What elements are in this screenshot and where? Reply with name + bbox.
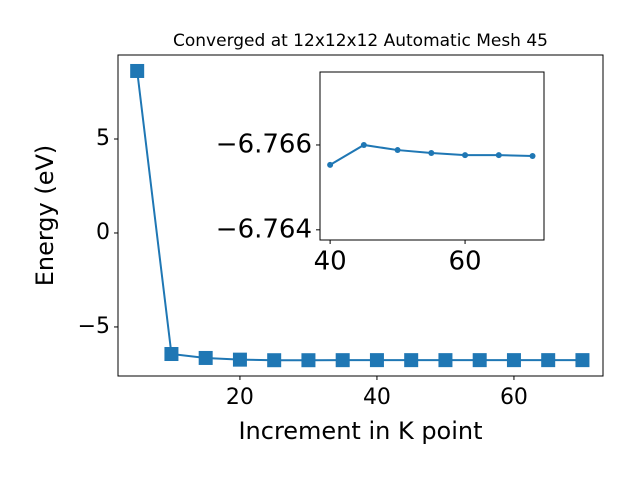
marker [360,141,367,148]
marker [428,150,435,157]
y-tick-label: −5 [78,314,110,339]
marker [438,353,453,368]
y-tick-label: 5 [96,126,110,151]
marker [404,353,419,368]
marker [198,350,213,365]
marker [575,353,590,368]
marker [541,353,556,368]
x-tick-label: 60 [449,247,482,277]
y-axis-label: Energy (eV) [31,145,59,287]
marker [529,153,536,159]
y-tick-label: −6.764 [216,214,312,244]
x-tick-label: 40 [314,247,347,277]
marker [462,152,469,159]
y-tick-label: 0 [96,220,110,245]
marker [232,352,247,367]
y-tick-label: −6.766 [216,129,312,159]
chart-title: Converged at 12x12x12 Automatic Mesh 45 [173,31,548,51]
marker [164,347,179,362]
marker [327,161,334,168]
x-tick-label: 20 [226,385,254,410]
x-axis-label: Increment in K point [238,417,482,445]
marker [495,152,502,159]
marker [394,147,401,154]
marker [267,353,282,368]
marker [335,353,350,368]
x-tick-label: 60 [500,385,528,410]
marker [369,353,384,368]
marker [472,353,487,368]
marker [130,63,145,78]
marker [506,353,521,368]
marker [301,353,316,368]
x-tick-label: 40 [363,385,391,410]
